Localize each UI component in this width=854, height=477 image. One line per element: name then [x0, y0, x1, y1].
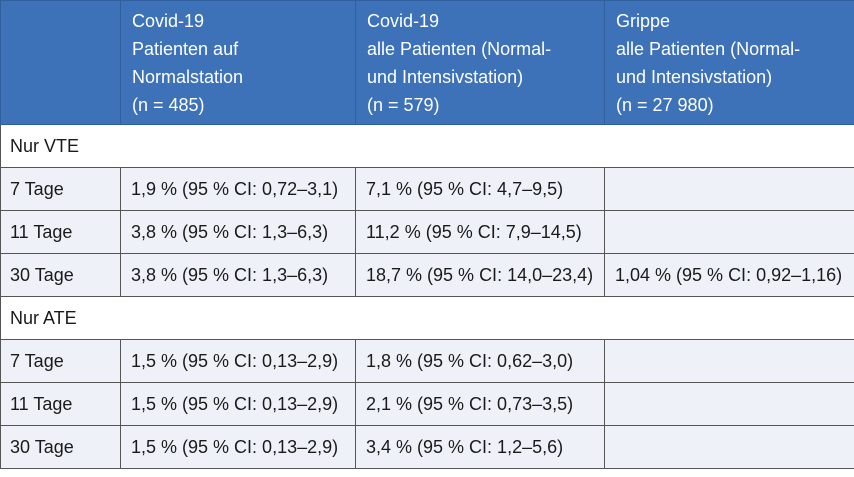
header-cell-covid-all: Covid-19 alle Patienten (Normal- und Int… — [355, 0, 605, 125]
row-label: 7 Tage — [0, 339, 121, 383]
table-cell: 3,8 % (95 % CI: 1,3–6,3) — [120, 210, 356, 254]
header-row: Covid-19 Patienten auf Normalstation (n … — [0, 0, 854, 125]
row-label: 11 Tage — [0, 382, 121, 426]
header-line: (n = 485) — [132, 95, 205, 115]
table-cell: 2,1 % (95 % CI: 0,73–3,5) — [355, 382, 605, 426]
table-row: 7 Tage 1,9 % (95 % CI: 0,72–3,1) 7,1 % (… — [0, 167, 854, 211]
table-cell: 1,8 % (95 % CI: 0,62–3,0) — [355, 339, 605, 383]
table-cell: 7,1 % (95 % CI: 4,7–9,5) — [355, 167, 605, 211]
table-row: 11 Tage 3,8 % (95 % CI: 1,3–6,3) 11,2 % … — [0, 210, 854, 254]
table-cell — [604, 210, 854, 254]
table-cell: 1,04 % (95 % CI: 0,92–1,16) — [604, 253, 854, 297]
table-cell: 1,5 % (95 % CI: 0,13–2,9) — [120, 425, 356, 469]
section-row-ate: Nur ATE — [0, 296, 854, 340]
table-cell: 11,2 % (95 % CI: 7,9–14,5) — [355, 210, 605, 254]
header-line: alle Patienten (Normal- — [616, 39, 801, 59]
table-cell: 1,5 % (95 % CI: 0,13–2,9) — [120, 339, 356, 383]
header-line: (n = 27 980) — [616, 95, 714, 115]
header-cell-covid-normal: Covid-19 Patienten auf Normalstation (n … — [120, 0, 356, 125]
row-label: 30 Tage — [0, 253, 121, 297]
header-cell-empty — [0, 0, 121, 125]
table-row: 30 Tage 1,5 % (95 % CI: 0,13–2,9) 3,4 % … — [0, 425, 854, 469]
table-cell — [604, 339, 854, 383]
header-line: Covid-19 — [132, 11, 205, 31]
row-label: 7 Tage — [0, 167, 121, 211]
section-title: Nur ATE — [0, 296, 854, 340]
header-cell-grippe: Grippe alle Patienten (Normal- und Inten… — [604, 0, 854, 125]
table-row: 11 Tage 1,5 % (95 % CI: 0,13–2,9) 2,1 % … — [0, 382, 854, 426]
header-line: Patienten auf — [132, 39, 239, 59]
table-cell — [604, 382, 854, 426]
table-cell — [604, 425, 854, 469]
header-line: und Intensivstation) — [367, 67, 524, 87]
header-line: alle Patienten (Normal- — [367, 39, 552, 59]
table-row: 30 Tage 3,8 % (95 % CI: 1,3–6,3) 18,7 % … — [0, 253, 854, 297]
header-line: Covid-19 — [367, 11, 440, 31]
section-row-vte: Nur VTE — [0, 124, 854, 168]
header-line: (n = 579) — [367, 95, 440, 115]
table-cell: 3,4 % (95 % CI: 1,2–5,6) — [355, 425, 605, 469]
header-line: und Intensivstation) — [616, 67, 773, 87]
header-line: Grippe — [616, 11, 671, 31]
header-line: Normalstation — [132, 67, 244, 87]
row-label: 11 Tage — [0, 210, 121, 254]
row-label: 30 Tage — [0, 425, 121, 469]
table-cell: 3,8 % (95 % CI: 1,3–6,3) — [120, 253, 356, 297]
section-title: Nur VTE — [0, 124, 854, 168]
table-row: 7 Tage 1,5 % (95 % CI: 0,13–2,9) 1,8 % (… — [0, 339, 854, 383]
table-cell: 1,9 % (95 % CI: 0,72–3,1) — [120, 167, 356, 211]
table-cell: 18,7 % (95 % CI: 14,0–23,4) — [355, 253, 605, 297]
table-cell: 1,5 % (95 % CI: 0,13–2,9) — [120, 382, 356, 426]
table-cell — [604, 167, 854, 211]
